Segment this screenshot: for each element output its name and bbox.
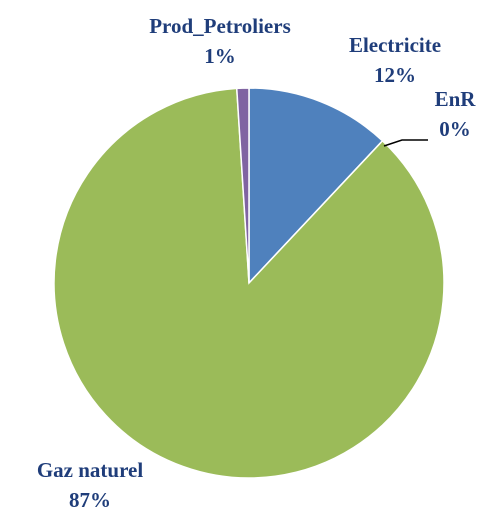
slice-label: Electricite 12%	[349, 33, 441, 87]
pie-slice	[248, 87, 384, 285]
slice-name: EnR	[435, 87, 477, 111]
slice-value: 0%	[439, 117, 471, 141]
slice-name: Electricite	[349, 33, 441, 57]
leader-line	[383, 139, 428, 147]
pie-slice	[53, 87, 445, 479]
slice-name: Prod_Petroliers	[149, 14, 291, 38]
slice-label: Gaz naturel 87%	[37, 458, 144, 510]
slice-label: EnR 0%	[435, 87, 477, 141]
slice-value: 87%	[69, 488, 111, 510]
pie-slice	[235, 87, 250, 284]
slice-label: Prod_Petroliers 1%	[149, 14, 291, 68]
slice-value: 1%	[204, 44, 236, 68]
slice-name: Gaz naturel	[37, 458, 144, 482]
slice-value: 12%	[374, 63, 416, 87]
